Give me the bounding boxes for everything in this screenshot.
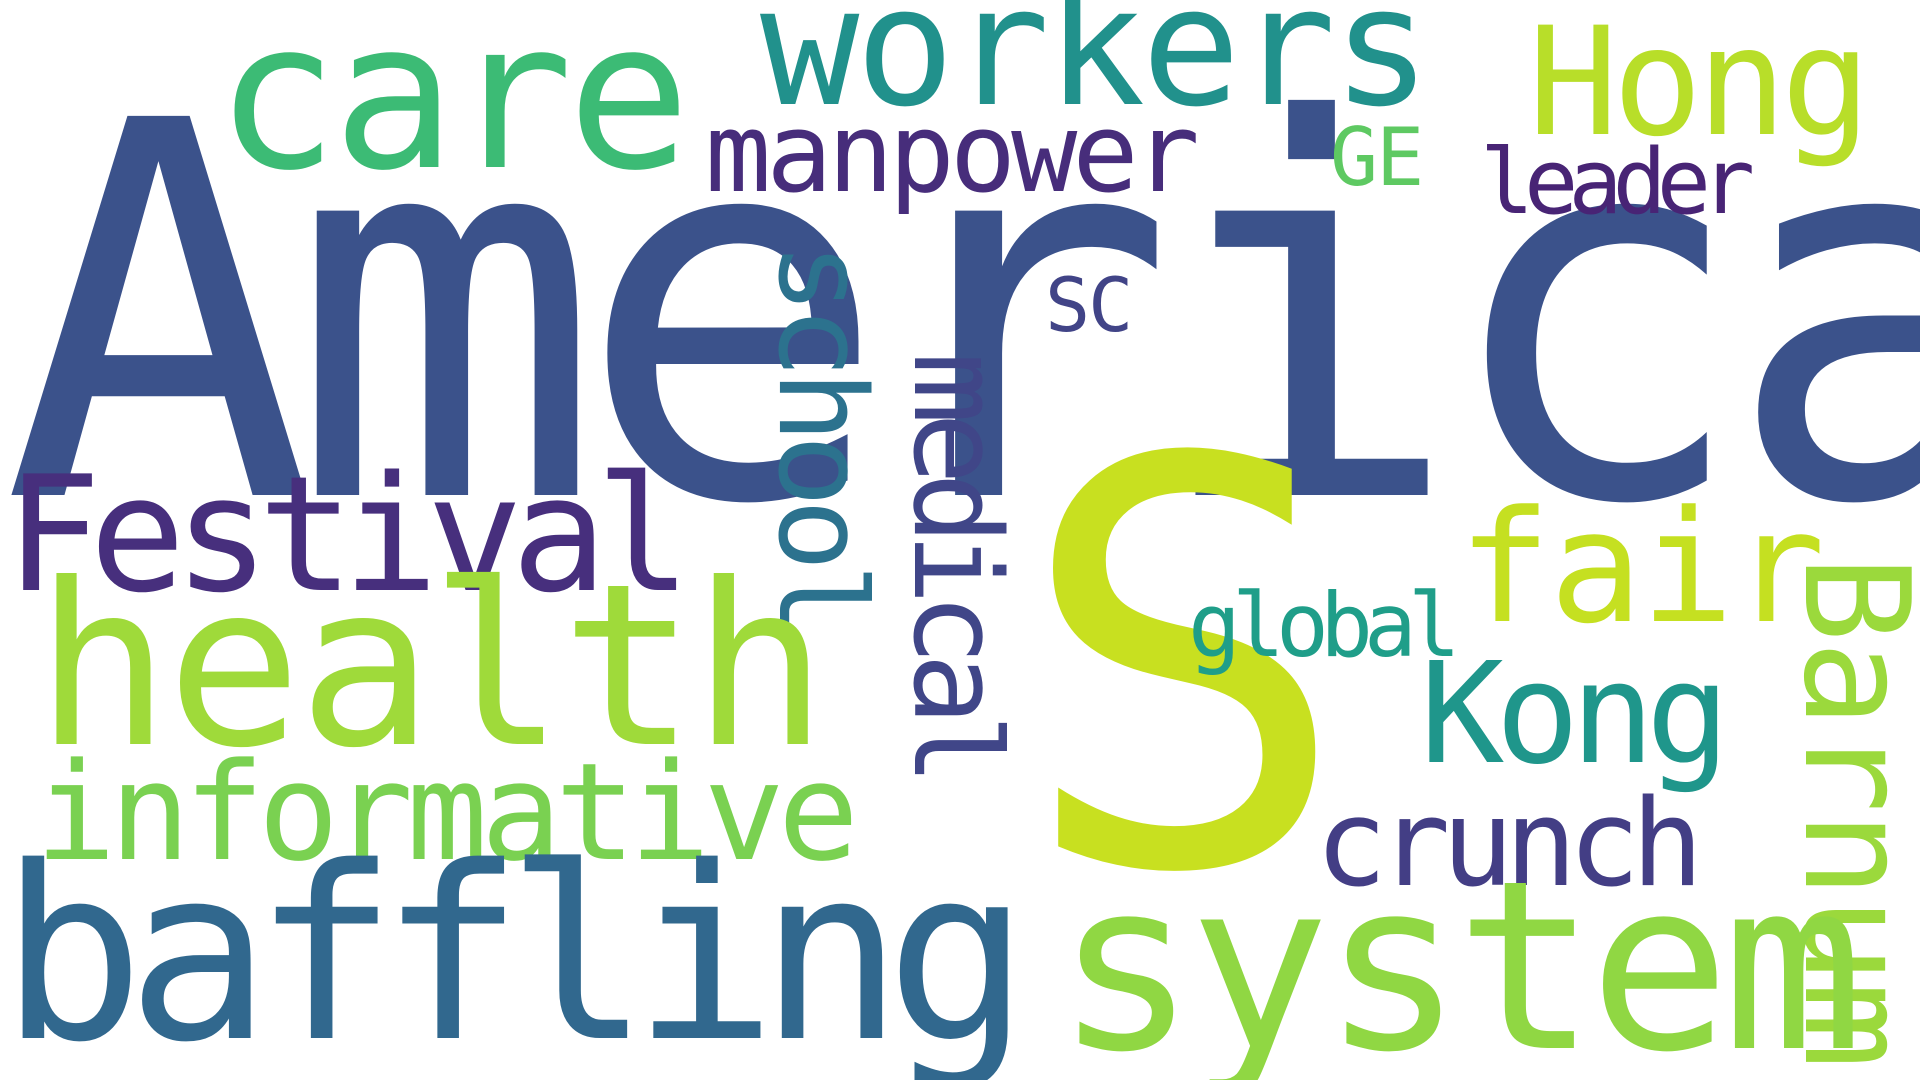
word-sc: SC <box>1045 261 1133 349</box>
word-kong: Kong <box>1420 633 1730 796</box>
word-hong: Hong <box>1528 0 1871 170</box>
word-crunch: crunch <box>1315 775 1703 914</box>
word-baffling: baffling <box>0 815 1030 1080</box>
word-america: America <box>2 12 1920 618</box>
word-s: S <box>1015 344 1353 996</box>
word-manpower: manpower <box>705 89 1200 217</box>
word-system: system <box>1055 831 1864 1080</box>
word-fair: fair <box>1458 477 1825 658</box>
word-global: global <box>1188 574 1461 677</box>
word-medical: medical <box>886 352 1025 774</box>
word-care: care <box>215 0 691 216</box>
word-health: health <box>35 536 828 798</box>
word-ge: GE <box>1330 111 1424 204</box>
word-informative: informative <box>35 734 859 891</box>
word-leader: leader <box>1480 130 1755 235</box>
word-festival: Festival <box>5 441 692 628</box>
word-workers: workers <box>760 0 1431 143</box>
